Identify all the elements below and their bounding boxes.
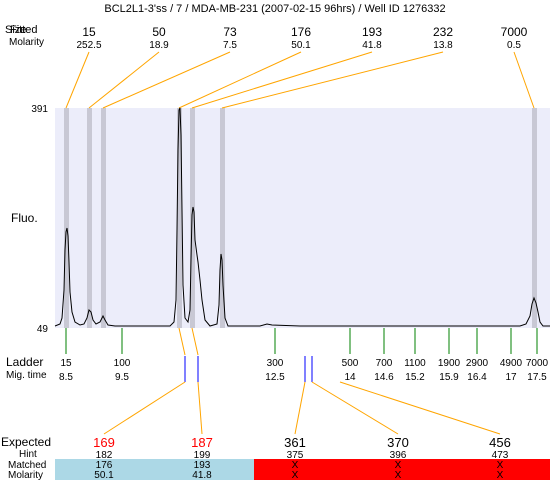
molarity-value: 41.8	[192, 470, 212, 481]
marker-drop	[191, 327, 199, 356]
ladder-time: 14	[344, 372, 356, 383]
ladder-size: 1100	[404, 358, 426, 369]
expected-connectors	[103, 381, 501, 435]
top-connector	[102, 51, 231, 109]
ladder-time: 16.4	[467, 372, 487, 383]
matched-value: X	[291, 460, 299, 471]
peak-molarity: 252.5	[76, 40, 102, 51]
ladder-size: 1900	[437, 358, 461, 369]
peak-molarity: 7.5	[223, 40, 237, 51]
peak-band	[532, 108, 537, 328]
ladder-size: 500	[341, 358, 359, 369]
expected-size: 187	[191, 435, 213, 450]
electropherogram-plot	[55, 108, 550, 328]
ladder-size: 4900	[499, 358, 523, 369]
peak-band	[87, 108, 92, 328]
top-connector	[88, 51, 160, 109]
ladder-time: 17.5	[527, 372, 547, 383]
molarity-label: Molarity	[9, 37, 45, 48]
size-label: Size	[5, 24, 27, 36]
marker-drops	[178, 327, 199, 356]
y-axis-min: 49	[36, 324, 48, 335]
expected-size: 361	[284, 435, 306, 450]
ladder-size: 7000	[525, 358, 549, 369]
ladder-size: 300	[266, 358, 284, 369]
molarity-value: X	[496, 470, 504, 481]
ladder-size: 100	[113, 358, 131, 369]
ladder-size: 700	[375, 358, 393, 369]
ladder-time: 15.9	[439, 372, 459, 383]
ladder-time: 8.5	[59, 372, 73, 383]
peak-size: 15	[82, 25, 96, 39]
window-title: BCL2L1-3'ss / 7 / MDA-MB-231 (2007-02-15…	[104, 3, 446, 15]
peak-size: 73	[223, 25, 237, 39]
peak-bands	[64, 108, 537, 328]
marker-drop	[178, 327, 186, 356]
top-connector	[513, 51, 535, 109]
matched-bar	[55, 459, 254, 480]
peak-molarity: 18.9	[149, 40, 169, 51]
expected-size: 169	[93, 435, 115, 450]
unmatched-bar	[254, 459, 550, 480]
peak-band	[220, 108, 225, 328]
ladder-time: 12.5	[265, 372, 285, 383]
hint-value: 396	[389, 450, 407, 461]
ladder-label: Ladder	[6, 355, 44, 369]
mig-time-label: Mig. time	[6, 370, 47, 381]
peak-band	[101, 108, 106, 328]
peak-molarity: 50.1	[291, 40, 311, 51]
expected-markers	[184, 356, 313, 382]
molarity-value: 50.1	[94, 470, 114, 481]
peak-molarity: 13.8	[433, 40, 453, 51]
expected-size: 456	[489, 435, 511, 450]
fluorescence-trace	[54, 107, 550, 327]
expected-connector	[103, 381, 186, 435]
peak-size: 7000	[500, 25, 528, 39]
expected-connector	[197, 381, 203, 435]
peak-band	[190, 108, 195, 328]
matched-value: 176	[95, 460, 113, 471]
ladder-ticks	[65, 328, 538, 354]
hint-label: Hint	[19, 449, 37, 460]
y-axis-label: Fluo.	[11, 211, 38, 225]
molarity-value: X	[291, 470, 299, 481]
top-connector	[221, 51, 444, 109]
expected-connector	[339, 381, 501, 435]
peak-band	[64, 108, 69, 328]
matched-value: X	[496, 460, 504, 471]
hint-value: 473	[491, 450, 509, 461]
peak-size: 232	[432, 25, 454, 39]
peak-size: 193	[361, 25, 383, 39]
expected-molarity-label: Molarity	[8, 470, 44, 481]
ladder-time: 14.6	[374, 372, 394, 383]
matched-value: 193	[193, 460, 211, 471]
peak-molarity: 41.8	[362, 40, 382, 51]
hint-value: 182	[95, 450, 113, 461]
expected-label: Expected	[1, 435, 52, 449]
molarity-value: X	[394, 470, 402, 481]
expected-connector	[294, 381, 306, 435]
top-connector	[178, 51, 302, 109]
ladder-size: 2900	[465, 358, 489, 369]
ladder-time: 17	[505, 372, 517, 383]
peak-molarity: 0.5	[507, 40, 521, 51]
peak-size: 176	[290, 25, 312, 39]
ladder-size: 15	[60, 358, 72, 369]
y-axis-max: 391	[31, 104, 48, 115]
hint-value: 199	[193, 450, 211, 461]
top-connector	[65, 51, 90, 109]
fitted-label: Fitted	[10, 24, 38, 36]
top-connectors	[65, 51, 535, 109]
matched-label: Matched	[8, 460, 47, 471]
expected-size: 370	[387, 435, 409, 450]
expected-connector	[311, 381, 399, 435]
ladder-time: 15.2	[405, 372, 425, 383]
ladder-time: 9.5	[115, 372, 129, 383]
peak-size: 50	[152, 25, 166, 39]
hint-value: 375	[286, 450, 304, 461]
matched-value: X	[394, 460, 402, 471]
peak-band	[177, 108, 182, 328]
top-connector	[191, 51, 373, 109]
